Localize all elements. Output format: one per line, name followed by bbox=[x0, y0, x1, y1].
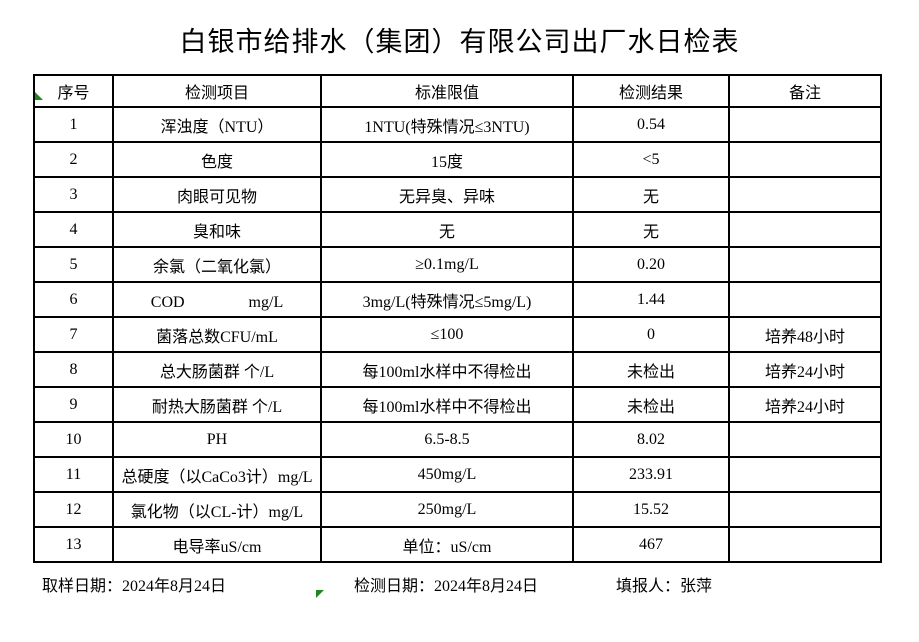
cell-result: 无 bbox=[572, 176, 730, 213]
cell-item: 总大肠菌群 个/L bbox=[112, 351, 322, 388]
cell-result: <5 bbox=[572, 141, 730, 178]
cell-limit: 1NTU(特殊情况≤3NTU) bbox=[320, 106, 574, 143]
inspection-table: 序号 检测项目 标准限值 检测结果 备注 1 浑浊度（NTU） 1NTU(特殊情… bbox=[33, 74, 882, 563]
excel-green-triangle-icon bbox=[316, 590, 324, 598]
cell-result: 0.20 bbox=[572, 246, 730, 283]
cell-limit: 每100ml水样中不得检出 bbox=[320, 386, 574, 423]
table-row: 5 余氯（二氧化氯） ≥0.1mg/L 0.20 bbox=[33, 246, 882, 283]
cell-no: 13 bbox=[33, 526, 114, 563]
header-result: 检测结果 bbox=[572, 74, 730, 108]
header-remark: 备注 bbox=[728, 74, 882, 108]
cell-remark bbox=[728, 211, 882, 248]
table-row: 2 色度 15度 <5 bbox=[33, 141, 882, 178]
cell-no: 8 bbox=[33, 351, 114, 388]
cell-limit: 无异臭、异味 bbox=[320, 176, 574, 213]
cell-limit: 每100ml水样中不得检出 bbox=[320, 351, 574, 388]
cell-result: 233.91 bbox=[572, 456, 730, 493]
cell-remark: 培养24小时 bbox=[728, 386, 882, 423]
cell-no: 12 bbox=[33, 491, 114, 528]
cell-item: 肉眼可见物 bbox=[112, 176, 322, 213]
cell-no: 4 bbox=[33, 211, 114, 248]
cell-result: 未检出 bbox=[572, 351, 730, 388]
cell-remark bbox=[728, 526, 882, 563]
cell-result: 0 bbox=[572, 316, 730, 353]
cell-no: 3 bbox=[33, 176, 114, 213]
page-title: 白银市给排水（集团）有限公司出厂水日检表 bbox=[179, 27, 740, 57]
cell-result: 未检出 bbox=[572, 386, 730, 423]
cell-no: 9 bbox=[33, 386, 114, 423]
table-header-row: 序号 检测项目 标准限值 检测结果 备注 bbox=[33, 74, 882, 108]
cell-remark bbox=[728, 281, 882, 318]
cell-no: 1 bbox=[33, 106, 114, 143]
cell-limit: 6.5-8.5 bbox=[320, 421, 574, 458]
cell-item: 耐热大肠菌群 个/L bbox=[112, 386, 322, 423]
cell-item: 菌落总数CFU/mL bbox=[112, 316, 322, 353]
cell-no: 2 bbox=[33, 141, 114, 178]
testing-date-text: 检测日期：2024年8月24日 bbox=[354, 578, 539, 595]
table-row: 3 肉眼可见物 无异臭、异味 无 bbox=[33, 176, 882, 213]
cell-remark bbox=[728, 456, 882, 493]
header-item: 检测项目 bbox=[112, 74, 322, 108]
cell-limit: 15度 bbox=[320, 141, 574, 178]
cell-remark bbox=[728, 491, 882, 528]
cell-result: 1.44 bbox=[572, 281, 730, 318]
table-row: 6 COD mg/L 3mg/L(特殊情况≤5mg/L) 1.44 bbox=[33, 281, 882, 318]
table-row: 13 电导率uS/cm 单位：uS/cm 467 bbox=[33, 526, 882, 563]
table-row: 11 总硬度（以CaCo3计）mg/L 450mg/L 233.91 bbox=[33, 456, 882, 493]
cell-item: 氯化物（以CL-计）mg/L bbox=[112, 491, 322, 528]
table-row: 1 浑浊度（NTU） 1NTU(特殊情况≤3NTU) 0.54 bbox=[33, 106, 882, 143]
cell-remark: 培养24小时 bbox=[728, 351, 882, 388]
cell-result: 15.52 bbox=[572, 491, 730, 528]
cell-result: 无 bbox=[572, 211, 730, 248]
cell-limit: ≤100 bbox=[320, 316, 574, 353]
cell-item: 臭和味 bbox=[112, 211, 322, 248]
cell-remark: 培养48小时 bbox=[728, 316, 882, 353]
cell-item: COD mg/L bbox=[112, 281, 322, 318]
cell-item: PH bbox=[112, 421, 322, 458]
cell-remark bbox=[728, 106, 882, 143]
cell-no: 7 bbox=[33, 316, 114, 353]
cell-item: 浑浊度（NTU） bbox=[112, 106, 322, 143]
sampling-date-text: 取样日期：2024年8月24日 bbox=[42, 578, 227, 595]
reporter-text: 填报人：张萍 bbox=[616, 578, 713, 595]
table-row: 4 臭和味 无 无 bbox=[33, 211, 882, 248]
cell-limit: 450mg/L bbox=[320, 456, 574, 493]
table-row: 10 PH 6.5-8.5 8.02 bbox=[33, 421, 882, 458]
cell-limit: 单位：uS/cm bbox=[320, 526, 574, 563]
cell-no: 5 bbox=[33, 246, 114, 283]
cell-result: 467 bbox=[572, 526, 730, 563]
table-row: 7 菌落总数CFU/mL ≤100 0 培养48小时 bbox=[33, 316, 882, 353]
cell-limit: 无 bbox=[320, 211, 574, 248]
table-footer: 取样日期：2024年8月24日 检测日期：2024年8月24日 填报人：张萍 bbox=[0, 577, 919, 597]
cell-item: 电导率uS/cm bbox=[112, 526, 322, 563]
cell-no: 11 bbox=[33, 456, 114, 493]
cell-limit: 3mg/L(特殊情况≤5mg/L) bbox=[320, 281, 574, 318]
cell-no: 6 bbox=[33, 281, 114, 318]
header-no: 序号 bbox=[33, 74, 114, 108]
header-limit: 标准限值 bbox=[320, 74, 574, 108]
cell-limit: ≥0.1mg/L bbox=[320, 246, 574, 283]
cell-remark bbox=[728, 246, 882, 283]
cell-limit: 250mg/L bbox=[320, 491, 574, 528]
page: 白银市给排水（集团）有限公司出厂水日检表 序号 检测项目 标准限值 检测结果 备… bbox=[0, 24, 919, 642]
cell-item: 余氯（二氧化氯） bbox=[112, 246, 322, 283]
table-row: 12 氯化物（以CL-计）mg/L 250mg/L 15.52 bbox=[33, 491, 882, 528]
cell-result: 8.02 bbox=[572, 421, 730, 458]
cell-no: 10 bbox=[33, 421, 114, 458]
cell-item: 总硬度（以CaCo3计）mg/L bbox=[112, 456, 322, 493]
table-row: 8 总大肠菌群 个/L 每100ml水样中不得检出 未检出 培养24小时 bbox=[33, 351, 882, 388]
cell-remark bbox=[728, 176, 882, 213]
table-row: 9 耐热大肠菌群 个/L 每100ml水样中不得检出 未检出 培养24小时 bbox=[33, 386, 882, 423]
table-body: 1 浑浊度（NTU） 1NTU(特殊情况≤3NTU) 0.54 2 色度 15度… bbox=[33, 106, 882, 563]
cell-remark bbox=[728, 141, 882, 178]
cell-item: 色度 bbox=[112, 141, 322, 178]
cell-result: 0.54 bbox=[572, 106, 730, 143]
cell-remark bbox=[728, 421, 882, 458]
excel-green-triangle-icon bbox=[35, 92, 43, 100]
